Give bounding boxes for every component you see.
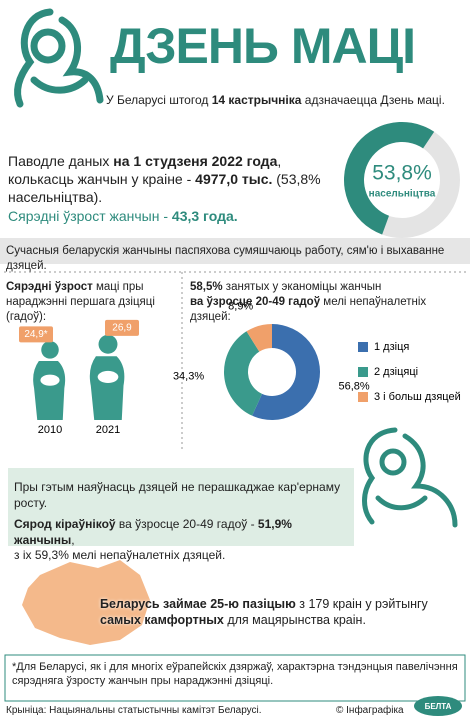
donut-segment (246, 324, 272, 352)
text: ва ўзросце 20-49 гадоў (190, 295, 321, 308)
ranking: Беларусь займае 25-ю пазіцыю з 179 краін… (100, 596, 465, 629)
text: Беларусь займае 25-ю пазіцыю (100, 597, 296, 611)
donut-segment (343, 121, 435, 235)
value-bubble (105, 319, 139, 336)
women-text: Паводле даных на 1 студзеня 2022 года, к… (8, 152, 343, 207)
text: 51,9% жанчыны (14, 517, 292, 547)
text: У Беларусі штогод (106, 93, 212, 107)
figure-baby (40, 374, 60, 386)
donut-segment (252, 324, 320, 420)
figure-head (41, 341, 59, 359)
text: адзначаецца Дзень маці. (301, 93, 445, 107)
figure-body (33, 361, 66, 420)
career-box (8, 468, 354, 546)
text: на 1 студзеня 2022 года (113, 153, 278, 169)
legend-swatch (358, 367, 368, 377)
text: 14 кастрычніка (211, 93, 302, 107)
legend-label: 2 дзіцяці (374, 366, 418, 378)
data-label: 34,3% (173, 370, 204, 382)
text: , (71, 532, 75, 547)
text: 43,3 года. (171, 208, 238, 224)
text: маці пры нараджэнні першага дзіцяці (гад… (6, 281, 155, 323)
legend-swatch (358, 342, 368, 352)
center-caption: насельніцтва (369, 189, 436, 200)
text: занятых у эканоміцы жанчын (222, 281, 382, 293)
text: самых камфортных (100, 613, 224, 628)
data-label: 8,9% (228, 301, 253, 313)
legend-swatch (358, 392, 368, 402)
children-text: 58,5% занятых у эканоміцы жанчын ва ўзро… (190, 280, 465, 325)
category-label: 2021 (96, 424, 120, 436)
donut-segment (223, 331, 263, 416)
logo: БЕЛТА (425, 702, 452, 711)
legend-label: 1 дзіця (374, 341, 409, 353)
center-value: 53,8% (372, 162, 432, 185)
text: Сярэдні ўзрост жанчын - (8, 208, 172, 224)
text: Пры гэтым наяўнасць дзяцей не перашкаджа… (14, 480, 341, 510)
text: для мацярынства краін. (223, 613, 366, 628)
credit: © Інфаграфіка (336, 705, 404, 716)
value-bubble (19, 326, 53, 343)
banner: Сучасныя беларускія жанчыны паспяхова су… (6, 245, 445, 272)
mother-age-text: Сярэдні ўзрост маці пры нараджэнні перша… (6, 280, 178, 325)
text: Паводле даных (8, 153, 114, 169)
text: , колькасць жанчын у краіне - (8, 153, 282, 188)
mother-icon (362, 427, 458, 528)
mother-figure (33, 341, 66, 420)
text: (53,8% насельніцтва). (8, 171, 321, 206)
legend-label: 3 і больш дзяцей (374, 391, 461, 403)
average-age: Сярэдні ўзрост жанчын - 43,3 года. (8, 207, 238, 225)
footnote: *Для Беларусі, як і для многіх еўрапейск… (12, 661, 458, 688)
career-text: Пры гэтым наяўнасць дзяцей не перашкаджа… (14, 480, 350, 564)
logo-bg (414, 696, 462, 716)
text: 4977,0 тыс. (195, 171, 273, 188)
text: Сярод кіраўнікоў (14, 517, 116, 532)
text: мелі непаўналетніх дзяцей: (190, 295, 427, 323)
figure-body (89, 356, 125, 420)
text: Сярэдні ўзрост (6, 281, 93, 293)
intro: У Беларусі штогод 14 кастрычніка адзнача… (106, 93, 445, 109)
data-label: 26,9 (112, 323, 132, 334)
source: Крыніца: Нацыянальны статыстычны камітэт… (6, 705, 262, 716)
mother-figure (89, 334, 125, 420)
data-label: 24,9* (24, 329, 47, 340)
data-label: 56,8% (338, 380, 369, 392)
title: ДЗЕНЬ МАЦІ (110, 18, 416, 74)
figure-head (98, 334, 118, 354)
mother-icon (14, 8, 104, 108)
text: ва ўзросце 20-49 гадоў - (115, 517, 258, 532)
text: з 179 краін у рэйтынгу (295, 597, 428, 611)
text: з іх 59,3% мелі непаўналетніх дзяцей. (14, 548, 226, 563)
figure-baby (97, 370, 119, 383)
banner-bg (0, 238, 470, 264)
category-label: 2010 (38, 424, 62, 436)
note-box (4, 654, 466, 702)
map (22, 560, 150, 645)
text: 58,5% (190, 281, 223, 293)
